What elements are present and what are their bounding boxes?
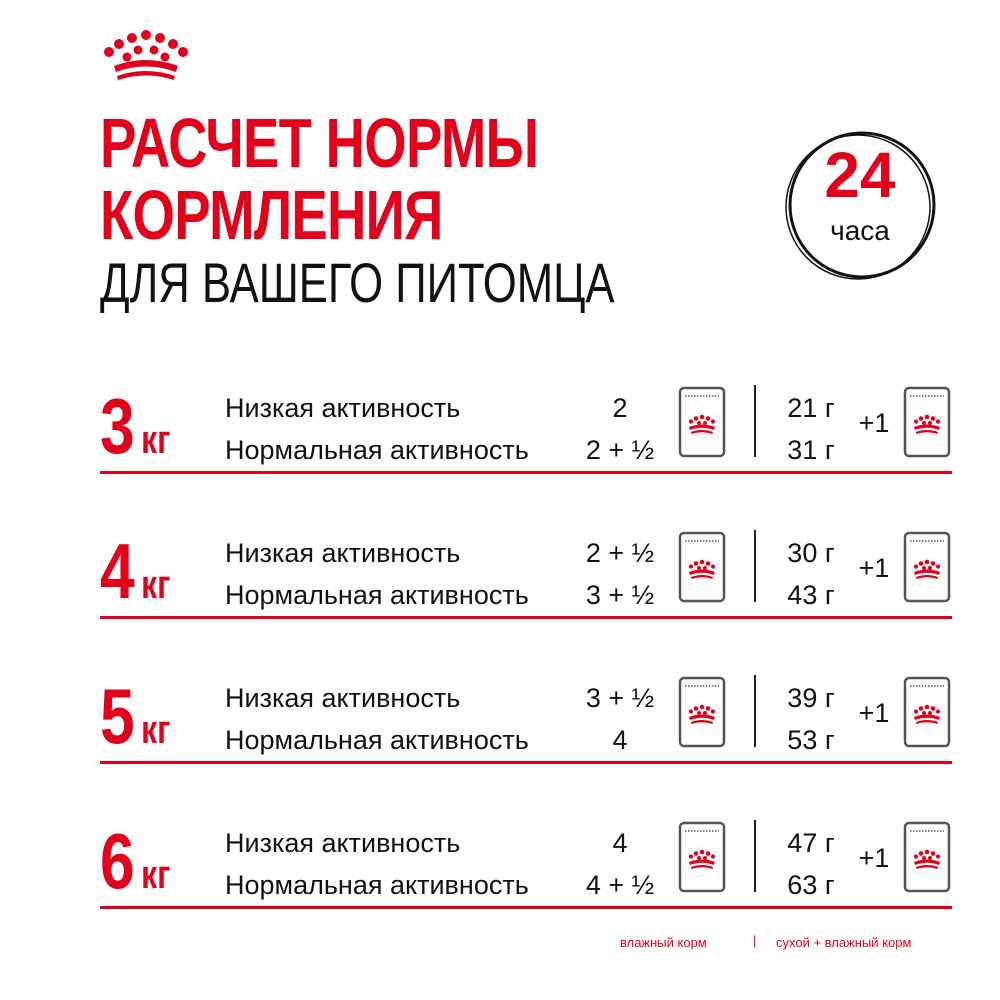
normal-activity-portion: 3 + ½	[585, 580, 655, 610]
legend-wet-food: влажный корм	[620, 935, 707, 950]
badge-circle	[785, 131, 936, 280]
low-activity-grams: 30 г	[787, 538, 835, 568]
row-divider	[100, 761, 952, 764]
feeding-row: 4 кг Низкая активность Нормальная активно…	[0, 510, 1000, 655]
legend-dry-plus-wet: сухой + влажный корм	[776, 935, 912, 950]
page-title-line-1: РАСЧЕТ НОРМЫ	[100, 104, 539, 182]
row-divider	[100, 906, 952, 909]
low-activity-label: Низкая активность	[225, 538, 461, 568]
normal-activity-grams: 63 г	[787, 870, 835, 900]
low-activity-grams: 21 г	[787, 393, 835, 423]
weight-value: 5	[100, 672, 135, 760]
low-activity-label: Низкая активность	[225, 683, 461, 713]
wet-food-pouch-icon	[903, 676, 951, 748]
crown-icon	[104, 30, 188, 80]
plus-pouch-label: +1	[858, 553, 890, 583]
low-activity-portion: 3 + ½	[585, 683, 655, 713]
normal-activity-grams: 43 г	[787, 580, 835, 610]
plus-pouch-label: +1	[858, 408, 890, 438]
column-divider	[754, 530, 756, 602]
wet-food-pouch-icon	[678, 676, 726, 748]
wet-food-pouch-icon	[903, 821, 951, 893]
low-activity-portion: 2 + ½	[585, 538, 655, 568]
feeding-row: 6 кг Низкая активность Нормальная активно…	[0, 800, 1000, 945]
weight-label: 4 кг	[100, 532, 170, 610]
row-divider	[100, 616, 952, 619]
low-activity-portion: 2	[612, 393, 628, 423]
weight-value: 4	[100, 527, 135, 615]
weight-label: 3 кг	[100, 387, 170, 465]
weight-unit: кг	[141, 853, 171, 897]
wet-food-pouch-icon	[678, 821, 726, 893]
normal-activity-grams: 53 г	[787, 725, 835, 755]
weight-unit: кг	[141, 563, 171, 607]
badge-number: 24	[824, 139, 896, 211]
column-divider	[754, 675, 756, 747]
plus-pouch-label: +1	[858, 698, 890, 728]
normal-activity-label: Нормальная активность	[225, 725, 529, 755]
feeding-row: 5 кг Низкая активность Нормальная активно…	[0, 655, 1000, 800]
wet-food-pouch-icon	[678, 386, 726, 458]
column-divider	[754, 385, 756, 457]
weight-value: 6	[100, 817, 135, 905]
normal-activity-label: Нормальная активность	[225, 435, 529, 465]
wet-food-pouch-icon	[678, 531, 726, 603]
page-title-line-2: КОРМЛЕНИЯ	[100, 176, 443, 254]
normal-activity-portion: 4 + ½	[585, 870, 655, 900]
badge-label: часа	[830, 215, 890, 246]
wet-food-pouch-icon	[903, 531, 951, 603]
weight-label: 6 кг	[100, 822, 170, 900]
low-activity-label: Низкая активность	[225, 828, 461, 858]
wet-food-pouch-icon	[903, 386, 951, 458]
low-activity-portion: 4	[612, 828, 628, 858]
weight-unit: кг	[141, 418, 171, 462]
weight-unit: кг	[141, 708, 171, 752]
legend-separator: |	[753, 933, 757, 948]
normal-activity-grams: 31 г	[787, 435, 835, 465]
page-subtitle: ДЛЯ ВАШЕГО ПИТОМЦА	[100, 251, 615, 314]
normal-activity-label: Нормальная активность	[225, 580, 529, 610]
normal-activity-label: Нормальная активность	[225, 870, 529, 900]
low-activity-grams: 47 г	[787, 828, 835, 858]
normal-activity-portion: 2 + ½	[585, 435, 655, 465]
weight-label: 5 кг	[100, 677, 170, 755]
column-divider	[754, 820, 756, 892]
normal-activity-portion: 4	[612, 725, 628, 755]
plus-pouch-label: +1	[858, 843, 890, 873]
weight-value: 3	[100, 382, 135, 470]
hours-badge: 24 часа	[780, 125, 940, 285]
feeding-row: 3 кг Низкая активность Нормальная активно…	[0, 365, 1000, 510]
low-activity-grams: 39 г	[787, 683, 835, 713]
low-activity-label: Низкая активность	[225, 393, 461, 423]
row-divider	[100, 471, 952, 474]
